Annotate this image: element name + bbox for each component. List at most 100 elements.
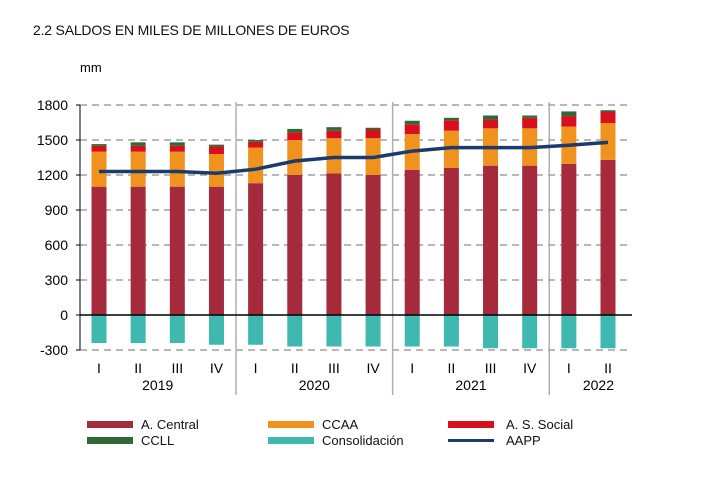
bar-ccll <box>600 110 616 112</box>
bar-ccaa <box>248 147 264 184</box>
legend-label: A. S. Social <box>506 417 574 432</box>
y-tick-label: 0 <box>60 307 68 323</box>
bar-a-central <box>91 186 107 315</box>
bar-consolidaci-n <box>91 315 107 343</box>
bar-consolidaci-n <box>326 315 342 347</box>
bar-ccaa <box>91 151 107 187</box>
bar-ccll <box>365 127 381 130</box>
bar-consolidaci-n <box>600 315 616 349</box>
x-tick-label: I <box>254 360 258 376</box>
x-tick-label: I <box>567 360 571 376</box>
x-tick-label: IV <box>210 360 224 376</box>
x-tick-label: II <box>447 360 455 376</box>
bar-consolidaci-n <box>248 315 264 345</box>
y-axis-unit-label: mm <box>80 60 102 75</box>
x-tick-label: III <box>485 360 497 376</box>
bar-ccll <box>248 140 264 142</box>
legend-swatch <box>268 437 314 444</box>
x-tick-label: III <box>171 360 183 376</box>
bar-a-central <box>287 175 303 315</box>
bar-consolidaci-n <box>169 315 185 343</box>
bar-ccll <box>404 120 420 125</box>
x-tick-label: II <box>291 360 299 376</box>
year-label: 2021 <box>455 377 486 393</box>
bar-consolidaci-n <box>561 315 577 349</box>
bar-a-central <box>208 186 224 315</box>
bar-ccaa <box>130 151 146 187</box>
x-tick-label: I <box>97 360 101 376</box>
bar-ccll <box>561 111 577 117</box>
bar-a-s-social <box>600 112 616 124</box>
bar-a-s-social <box>326 130 342 139</box>
legend-label: A. Central <box>141 417 199 432</box>
bar-a-central <box>522 165 538 315</box>
bar-a-s-social <box>483 119 499 129</box>
bar-a-central <box>248 183 264 315</box>
x-tick-label: IV <box>523 360 537 376</box>
legend-swatch <box>268 421 314 428</box>
legend-label: Consolidación <box>322 433 404 448</box>
bar-consolidaci-n <box>522 315 538 349</box>
y-tick-label: -300 <box>40 342 68 358</box>
bar-a-central <box>561 163 577 315</box>
bar-consolidaci-n <box>365 315 381 347</box>
year-label: 2019 <box>142 377 173 393</box>
bar-consolidaci-n <box>483 315 499 349</box>
bar-a-s-social <box>404 124 420 135</box>
bar-a-central <box>326 173 342 315</box>
bar-a-central <box>169 186 185 315</box>
bar-ccaa <box>600 123 616 160</box>
bar-ccll <box>91 144 107 146</box>
bar-consolidaci-n <box>443 315 459 347</box>
y-tick-label: 900 <box>45 202 69 218</box>
line-aapp <box>99 140 609 175</box>
x-tick-label: IV <box>366 360 380 376</box>
bar-a-central <box>130 186 146 315</box>
legend-label: CCLL <box>141 433 175 448</box>
bar-a-s-social <box>169 145 185 152</box>
bar-ccaa <box>287 140 303 175</box>
bar-a-s-social <box>522 117 538 129</box>
bar-ccll <box>169 142 185 146</box>
bar-ccll <box>483 115 499 120</box>
legend-item-a-central: A. Central <box>87 417 199 432</box>
legend-swatch <box>448 421 494 428</box>
bar-consolidaci-n <box>130 315 146 343</box>
legend-item-ccll: CCLL <box>87 433 174 448</box>
bar-a-central <box>600 159 616 315</box>
bar-a-s-social <box>248 141 264 148</box>
bar-ccll <box>443 117 459 121</box>
legend-line <box>448 439 494 442</box>
bar-ccll <box>208 144 224 147</box>
legend-item-a-s-social: A. S. Social <box>448 417 573 432</box>
bar-consolidaci-n <box>287 315 303 347</box>
bar-a-central <box>483 165 499 315</box>
bar-a-s-social <box>561 116 577 127</box>
bar-ccll <box>522 115 538 118</box>
legend-label: AAPP <box>506 433 541 448</box>
bar-ccll <box>287 128 303 133</box>
legend-item-aapp: AAPP <box>448 433 541 448</box>
bar-consolidaci-n <box>208 315 224 345</box>
y-tick-label: 1800 <box>37 97 68 113</box>
bar-a-s-social <box>130 145 146 152</box>
chart-title: 2.2 SALDOS EN MILES DE MILLONES DE EUROS <box>33 22 350 38</box>
year-label: 2022 <box>583 377 614 393</box>
legend-item-ccaa: CCAA <box>268 417 358 432</box>
x-tick-label: II <box>134 360 142 376</box>
x-tick-label: I <box>410 360 414 376</box>
y-tick-label: 300 <box>45 272 69 288</box>
bar-ccaa <box>169 151 185 187</box>
bar-ccll <box>130 142 146 146</box>
year-label: 2020 <box>299 377 330 393</box>
bar-a-s-social <box>365 129 381 139</box>
bar-a-central <box>365 175 381 315</box>
legend-swatch <box>87 437 133 444</box>
x-tick-label: II <box>604 360 612 376</box>
y-tick-label: 600 <box>45 237 69 253</box>
y-tick-label: 1500 <box>37 132 68 148</box>
bar-a-s-social <box>208 146 224 154</box>
bar-a-central <box>404 169 420 315</box>
bar-a-s-social <box>287 132 303 140</box>
